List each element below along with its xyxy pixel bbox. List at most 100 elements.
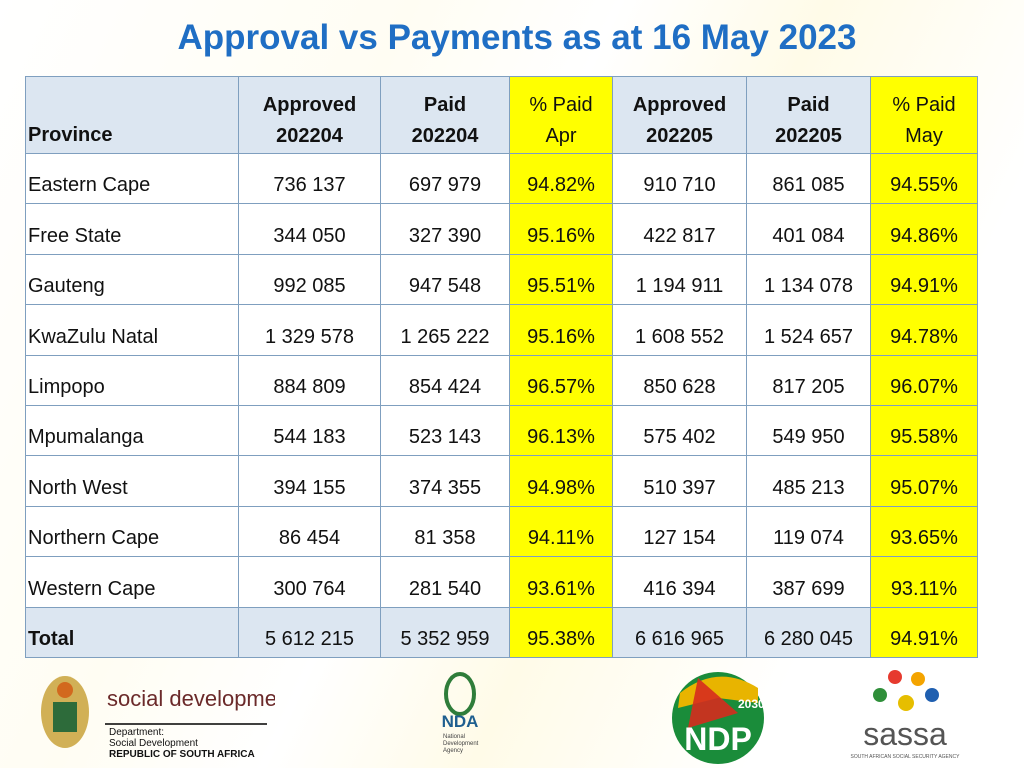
cell-text: 95.38%	[527, 628, 595, 650]
cell-text: 485 213	[772, 477, 845, 499]
cell-text: 910 710	[643, 174, 716, 196]
cell-text: 5 612 215	[265, 628, 354, 650]
logo-name: sassa	[863, 716, 947, 752]
table-cell: Gauteng	[25, 254, 239, 305]
cell-text: Northern Cape	[28, 527, 160, 549]
cell-text: 850 628	[643, 376, 716, 398]
cell-text: % Paid	[892, 94, 956, 116]
table-cell: 850 628	[612, 355, 747, 406]
cell-text: 94.82%	[527, 174, 595, 196]
table-cell: 95.51%	[509, 254, 613, 305]
table-cell: Paid 202204	[380, 76, 510, 154]
cell-text: Total	[28, 628, 75, 650]
table-cell: North West	[25, 455, 239, 507]
cell-text: 202205	[775, 125, 842, 147]
cell-text: 510 397	[643, 477, 716, 499]
cell-text: 1 329 578	[265, 326, 354, 348]
table-cell: 95.58%	[870, 405, 978, 456]
table-cell: 94.86%	[870, 203, 978, 255]
table-cell: 119 074	[746, 506, 871, 557]
table-cell: 544 183	[238, 405, 381, 456]
table-cell: 95.16%	[509, 203, 613, 255]
cell-text: 94.91%	[890, 275, 958, 297]
table-cell: KwaZulu Natal	[25, 304, 239, 356]
cell-text: 1 194 911	[635, 275, 724, 297]
cell-text: 93.65%	[890, 527, 958, 549]
cell-text: 5 352 959	[400, 628, 490, 650]
cell-text: 394 155	[273, 477, 346, 499]
cell-text: 327 390	[408, 225, 482, 247]
logo-name: NDP	[684, 721, 752, 757]
logo-subtitle: SOUTH AFRICAN SOCIAL SECURITY AGENCY	[851, 754, 961, 760]
cell-text: 992 085	[273, 275, 346, 297]
table-cell: 95.07%	[870, 455, 978, 507]
table-cell: Limpopo	[25, 355, 239, 406]
logo-line: Department:	[109, 727, 164, 738]
table-cell: 1 524 657	[746, 304, 871, 356]
table-cell: 1 134 078	[746, 254, 871, 305]
table-cell: 736 137	[238, 153, 381, 204]
table-cell: 947 548	[380, 254, 510, 305]
table-cell: Paid 202205	[746, 76, 871, 154]
logo-line: Agency	[443, 748, 463, 754]
table-cell: 6 280 045	[746, 607, 871, 658]
cell-text: 416 394	[643, 578, 716, 600]
cell-text: % Paid	[529, 94, 593, 116]
cell-text: 202205	[646, 125, 713, 147]
cell-text: Apr	[545, 125, 577, 147]
cell-text: Approved	[632, 94, 727, 116]
table-cell: 94.91%	[870, 607, 978, 658]
table-cell: Total	[25, 607, 239, 658]
cell-text: 94.91%	[890, 628, 958, 650]
table-cell: 81 358	[380, 506, 510, 557]
cell-text: Limpopo	[28, 376, 105, 398]
table-cell: 884 809	[238, 355, 381, 406]
logo-year: 2030	[738, 697, 765, 711]
cell-text: Paid	[787, 94, 830, 116]
logo-name: social development	[107, 686, 275, 711]
cell-text: KwaZulu Natal	[28, 326, 159, 348]
logo-name: NDA	[442, 712, 479, 731]
logo-line: REPUBLIC OF SOUTH AFRICA	[109, 749, 255, 760]
cell-text: 94.78%	[890, 326, 958, 348]
table-cell: Province	[25, 76, 239, 154]
cell-text: 1 608 552	[635, 326, 724, 348]
cell-text: 854 424	[408, 376, 482, 398]
table-cell: 93.11%	[870, 556, 978, 608]
cell-text: 6 280 045	[764, 628, 853, 650]
table-cell: % Paid Apr	[509, 76, 613, 154]
cell-text: Paid	[423, 94, 467, 116]
table-cell: 387 699	[746, 556, 871, 608]
cell-text: 94.86%	[890, 225, 958, 247]
table-cell: 697 979	[380, 153, 510, 204]
table-cell: 96.57%	[509, 355, 613, 406]
table-cell: 1 608 552	[612, 304, 747, 356]
cell-text: 202204	[411, 125, 479, 147]
table-cell: 394 155	[238, 455, 381, 507]
cell-text: 387 699	[772, 578, 845, 600]
table-cell: 510 397	[612, 455, 747, 507]
logo-line: Social Development	[109, 738, 198, 749]
cell-text: 1 265 222	[400, 326, 490, 348]
cell-text: 93.11%	[890, 578, 958, 600]
cell-text: 95.07%	[890, 477, 958, 499]
table-cell: 300 764	[238, 556, 381, 608]
cell-text: North West	[28, 477, 128, 499]
cell-text: 544 183	[273, 426, 346, 448]
table-cell: 416 394	[612, 556, 747, 608]
table-cell: 5 612 215	[238, 607, 381, 658]
social-development-logo: social development Department: Social De…	[41, 676, 275, 760]
cell-text: 1 134 078	[764, 275, 853, 297]
cell-text: 95.16%	[527, 326, 595, 348]
cell-text: Mpumalanga	[28, 426, 144, 448]
cell-text: Free State	[28, 225, 122, 247]
table-cell: 93.61%	[509, 556, 613, 608]
ndp-logo: 2030 NDP	[672, 672, 765, 764]
cell-text: 96.57%	[527, 376, 595, 398]
table-cell: 281 540	[380, 556, 510, 608]
cell-text: 96.07%	[890, 376, 958, 398]
cell-text: 95.16%	[527, 225, 595, 247]
cell-text: 94.11%	[527, 527, 595, 549]
cell-text: Western Cape	[28, 578, 156, 600]
nda-logo: NDA National Development Agency	[442, 672, 479, 754]
